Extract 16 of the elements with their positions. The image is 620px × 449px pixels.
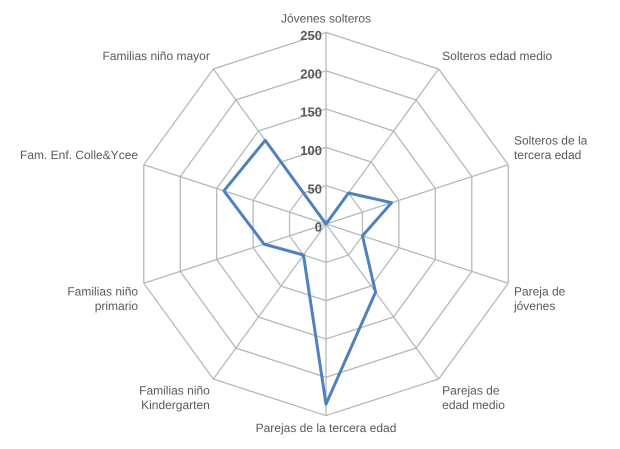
y-tick-label: 50 xyxy=(308,181,322,196)
spoke-label: Fam. Enf. Colle&Ycee xyxy=(20,148,138,162)
spoke-label: Jóvenes solteros xyxy=(280,11,372,26)
y-tick-label: 0 xyxy=(314,220,322,235)
spoke-label: Familias niño Kindergarten xyxy=(139,383,210,412)
spoke-label: Parejas de edad medio xyxy=(442,383,506,412)
spoke-label: Pareja de jóvenes xyxy=(512,284,566,313)
y-tick-label: 200 xyxy=(300,66,322,82)
spoke-label: Parejas de la tercera edad xyxy=(256,421,396,436)
y-tick-label: 150 xyxy=(300,104,322,120)
y-tick-label: 100 xyxy=(300,142,322,158)
y-tick-label: 250 xyxy=(300,28,322,43)
spoke-label: Solteros de la tercera edad xyxy=(514,134,588,162)
spoke-label: Familias niño mayor xyxy=(102,49,210,64)
spoke-label: Familias niño primario xyxy=(67,284,138,313)
spoke-label: Solteros edad medio xyxy=(442,49,553,64)
